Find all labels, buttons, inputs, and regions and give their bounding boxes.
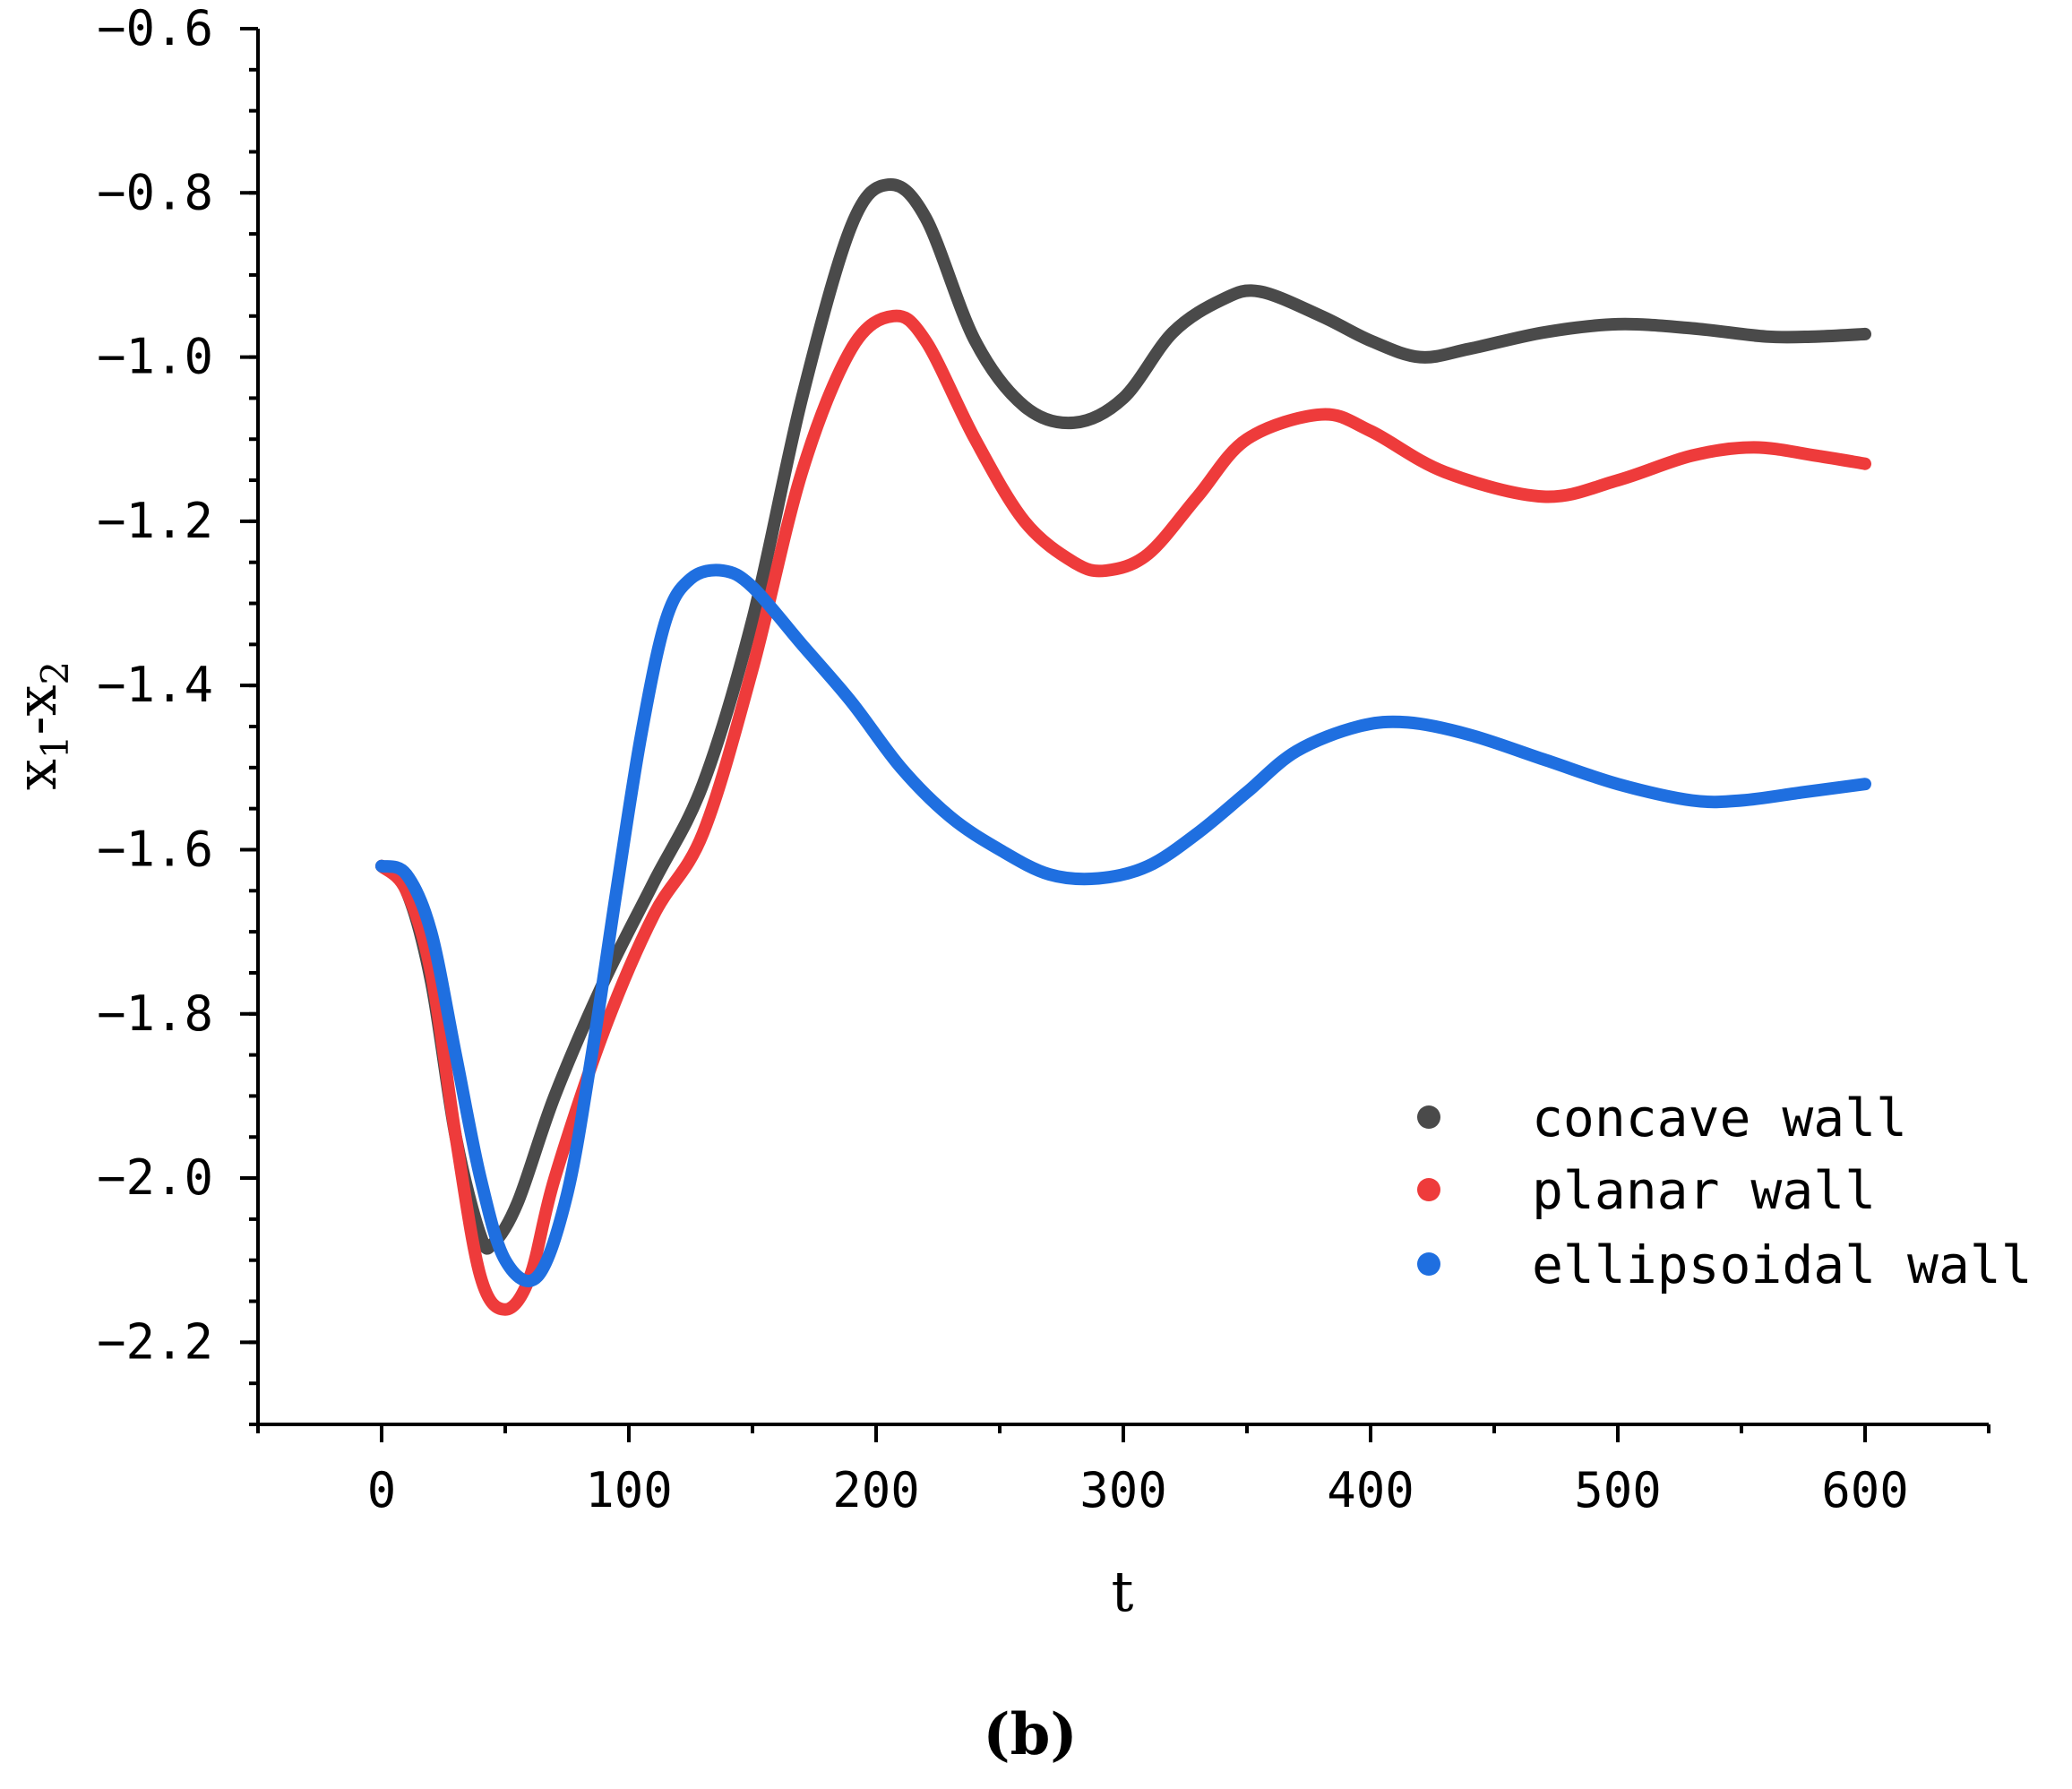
legend-marker-planar-wall [1417,1178,1440,1201]
legend-label-planar-wall: planar wall [1532,1160,1876,1221]
x-tick-label: 0 [367,1462,397,1518]
series-group [375,178,1871,1316]
series-line-ellipsoidal-wall [375,563,1871,1287]
y-tick-label: −1.0 [97,329,213,385]
y-tick-label: −1.4 [97,657,213,713]
x-axis-title: t [1112,1559,1134,1624]
legend-label-ellipsoidal-wall: ellipsoidal wall [1532,1234,2033,1295]
y-tick-label: −2.2 [97,1313,213,1370]
y-tick-label: −0.6 [97,0,213,56]
y-tick-label: −0.8 [97,164,213,220]
legend: concave wall planar wall ellipsoidal wal… [1417,1088,2033,1295]
y-ticks: −2.2 −2.0 −1.8 −1.6 −1.4 −1.2 −1.0 −0.8 −0.6 [97,0,258,1426]
series-line-planar-wall [375,309,1871,1316]
panel-label: (b) [983,1701,1077,1768]
x-tick-label: 400 [1327,1462,1414,1518]
legend-marker-ellipsoidal-wall [1417,1252,1440,1276]
y-axis-title-base: x [4,759,69,790]
x-tick-label: 500 [1574,1462,1662,1518]
x-tick-label: 200 [832,1462,920,1518]
legend-marker-concave-wall [1417,1105,1440,1129]
legend-label-concave-wall: concave wall [1532,1088,1907,1148]
y-tick-label: −1.6 [97,821,213,877]
y-axis-title: x1-x2 [4,661,77,790]
y-tick-label: −1.8 [97,985,213,1042]
y-tick-label: −1.2 [97,493,213,549]
x-tick-label: 300 [1079,1462,1167,1518]
y-tick-label: −2.0 [97,1149,213,1206]
x-tick-label: 600 [1821,1462,1909,1518]
y-axis-title-sub1: 1 [33,735,77,759]
x-ticks: 0 100 200 300 400 500 600 [256,1424,1990,1518]
y-axis-title-sub2: 2 [33,661,77,685]
y-axis-title-mid: -x [4,685,69,735]
x-tick-label: 100 [585,1462,673,1518]
